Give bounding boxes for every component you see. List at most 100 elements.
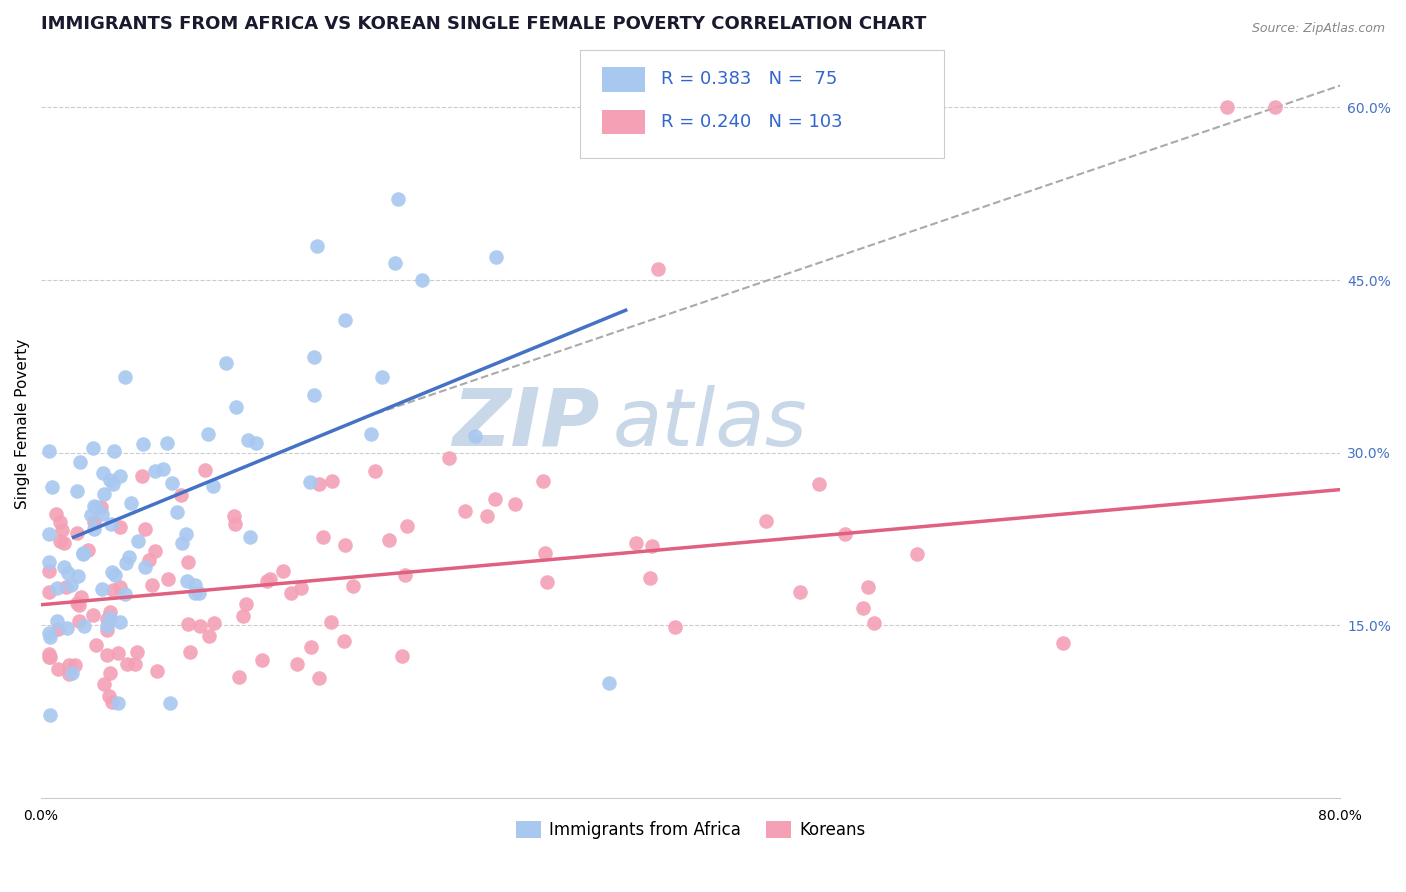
Point bbox=[308, 477, 330, 491]
Point bbox=[46, 615, 69, 629]
Point bbox=[84, 638, 107, 652]
Point bbox=[215, 356, 238, 370]
Point bbox=[396, 519, 419, 533]
Text: Source: ZipAtlas.com: Source: ZipAtlas.com bbox=[1251, 22, 1385, 36]
Point bbox=[98, 690, 121, 704]
Point bbox=[108, 580, 131, 594]
Point bbox=[333, 538, 356, 552]
Point bbox=[176, 574, 198, 588]
Point bbox=[391, 649, 413, 664]
Point bbox=[239, 530, 262, 544]
Point bbox=[108, 469, 131, 483]
Point bbox=[100, 516, 122, 531]
Point bbox=[114, 587, 136, 601]
Point bbox=[72, 546, 94, 560]
Point bbox=[194, 463, 217, 477]
Point bbox=[1264, 100, 1286, 114]
Point bbox=[285, 657, 308, 672]
Point bbox=[91, 507, 114, 521]
Point bbox=[638, 571, 661, 585]
Point bbox=[598, 676, 620, 690]
Point bbox=[146, 665, 169, 679]
Point bbox=[641, 539, 664, 553]
Point bbox=[108, 615, 131, 629]
Text: ZIP: ZIP bbox=[453, 385, 600, 463]
Point bbox=[179, 645, 201, 659]
Point bbox=[187, 586, 209, 600]
Point bbox=[342, 579, 364, 593]
Point bbox=[360, 426, 382, 441]
Point bbox=[321, 475, 343, 489]
Text: R = 0.383   N =  75: R = 0.383 N = 75 bbox=[661, 70, 837, 88]
Point bbox=[256, 574, 278, 589]
Point bbox=[84, 500, 107, 514]
Point bbox=[141, 578, 163, 592]
Y-axis label: Single Female Poverty: Single Female Poverty bbox=[15, 339, 30, 509]
Point bbox=[45, 508, 67, 522]
Point bbox=[70, 590, 93, 604]
Point bbox=[789, 585, 811, 599]
Point bbox=[236, 433, 259, 447]
Point bbox=[145, 464, 167, 478]
Point bbox=[259, 572, 281, 586]
Point bbox=[46, 581, 69, 595]
Point bbox=[96, 648, 118, 662]
Point bbox=[271, 564, 294, 578]
Point bbox=[98, 666, 121, 681]
Point bbox=[905, 547, 928, 561]
Legend: Immigrants from Africa, Koreans: Immigrants from Africa, Koreans bbox=[509, 814, 872, 846]
Point bbox=[174, 526, 197, 541]
Point bbox=[101, 476, 124, 491]
Point bbox=[371, 370, 394, 384]
Point bbox=[364, 464, 387, 478]
Point bbox=[245, 436, 267, 450]
Point bbox=[52, 559, 75, 574]
FancyBboxPatch shape bbox=[581, 50, 943, 159]
Point bbox=[38, 708, 60, 723]
Point bbox=[38, 584, 60, 599]
Point bbox=[103, 582, 125, 597]
Point bbox=[83, 522, 105, 536]
Point bbox=[63, 658, 86, 673]
Point bbox=[114, 370, 136, 384]
Point bbox=[124, 657, 146, 672]
Point bbox=[160, 475, 183, 490]
Point bbox=[96, 618, 118, 632]
Point bbox=[38, 444, 60, 458]
Point bbox=[110, 520, 132, 534]
Point bbox=[453, 504, 475, 518]
Point bbox=[134, 560, 156, 574]
Point bbox=[166, 505, 188, 519]
Point bbox=[228, 670, 250, 684]
Point bbox=[232, 609, 254, 624]
Point bbox=[138, 553, 160, 567]
Point bbox=[1215, 100, 1237, 114]
Point bbox=[378, 533, 401, 548]
Point bbox=[225, 400, 247, 414]
Point bbox=[856, 580, 879, 594]
Point bbox=[82, 608, 104, 623]
Point bbox=[188, 619, 211, 633]
Point bbox=[531, 474, 554, 488]
Point bbox=[197, 426, 219, 441]
Point bbox=[38, 564, 60, 578]
Point bbox=[55, 580, 77, 594]
Point bbox=[39, 630, 62, 644]
Point bbox=[170, 535, 193, 549]
Point bbox=[250, 652, 273, 666]
Point bbox=[484, 491, 506, 506]
Point bbox=[38, 649, 60, 664]
Point bbox=[290, 581, 312, 595]
Point bbox=[299, 475, 322, 489]
Point bbox=[48, 515, 70, 529]
Point bbox=[49, 533, 72, 548]
Point bbox=[101, 565, 124, 579]
Point bbox=[104, 568, 127, 582]
Point bbox=[66, 525, 89, 540]
Point bbox=[83, 515, 105, 529]
Point bbox=[117, 657, 139, 671]
Point bbox=[132, 436, 155, 450]
Point bbox=[93, 486, 115, 500]
Point bbox=[202, 479, 225, 493]
Point bbox=[534, 546, 557, 560]
